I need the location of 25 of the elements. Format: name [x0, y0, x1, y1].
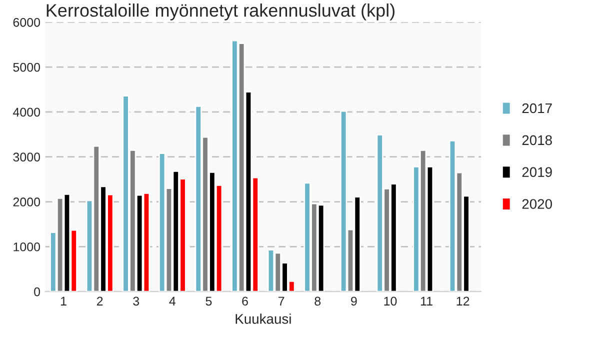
chart-title: Kerrostaloille myönnetyt rakennusluvat (kpl)	[46, 4, 394, 20]
x-tick-label: 3	[133, 296, 140, 306]
x-tick-label: 9	[351, 296, 357, 306]
legend-label: 2018	[522, 135, 552, 146]
legend-label: 2019	[522, 167, 552, 177]
y-tick-label: 0	[34, 287, 40, 296]
y-tick-label: 2000	[13, 198, 40, 206]
x-tick-label: 7	[278, 296, 284, 306]
x-tick-label: 1	[61, 296, 66, 306]
legend-label: 2017	[522, 103, 552, 114]
y-tick-label: 3000	[13, 152, 40, 162]
y-tick-label: 6000	[13, 18, 40, 27]
x-tick-label: 8	[314, 296, 321, 306]
x-tick-label: 4	[169, 296, 176, 306]
legend-label: 2020	[522, 199, 552, 209]
y-tick-label: 1000	[14, 242, 40, 252]
x-tick-label: 2	[96, 296, 103, 306]
x-tick-label: 10	[384, 296, 397, 306]
y-tick-label: 4000	[12, 108, 40, 117]
y-tick-label: 5000	[13, 62, 40, 72]
x-axis-title: Kuukausi	[236, 314, 291, 324]
x-tick-label: 11	[420, 296, 432, 306]
x-tick-label: 12	[456, 296, 470, 306]
x-tick-label: 5	[206, 296, 212, 306]
x-tick-label: 6	[242, 296, 248, 306]
